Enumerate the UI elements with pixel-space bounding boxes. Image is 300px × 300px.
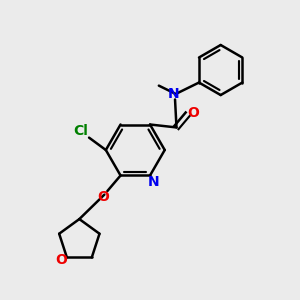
Text: N: N: [168, 87, 179, 101]
Text: O: O: [187, 106, 199, 120]
Text: N: N: [148, 175, 159, 189]
Text: Cl: Cl: [74, 124, 88, 138]
Text: O: O: [97, 190, 109, 204]
Text: O: O: [56, 254, 68, 267]
